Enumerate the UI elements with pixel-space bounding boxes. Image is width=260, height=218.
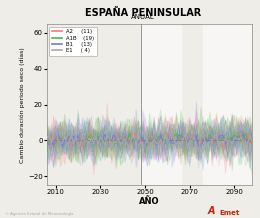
Text: ESPAÑA PENINSULAR: ESPAÑA PENINSULAR	[85, 8, 201, 18]
Text: ANUAL: ANUAL	[131, 14, 155, 20]
Text: © Agencia Estatal de Meteorología: © Agencia Estatal de Meteorología	[5, 212, 74, 216]
Y-axis label: Cambio duración periodo seco (días): Cambio duración periodo seco (días)	[20, 47, 25, 162]
Bar	[203, 24, 252, 185]
Text: A: A	[208, 206, 216, 216]
Legend: A2     (11), A1B    (19), B1     (13), E1     ( 4): A2 (11), A1B (19), B1 (13), E1 ( 4)	[49, 27, 96, 56]
Text: Emet: Emet	[220, 210, 240, 216]
Bar	[141, 24, 181, 185]
X-axis label: AÑO: AÑO	[139, 197, 160, 206]
